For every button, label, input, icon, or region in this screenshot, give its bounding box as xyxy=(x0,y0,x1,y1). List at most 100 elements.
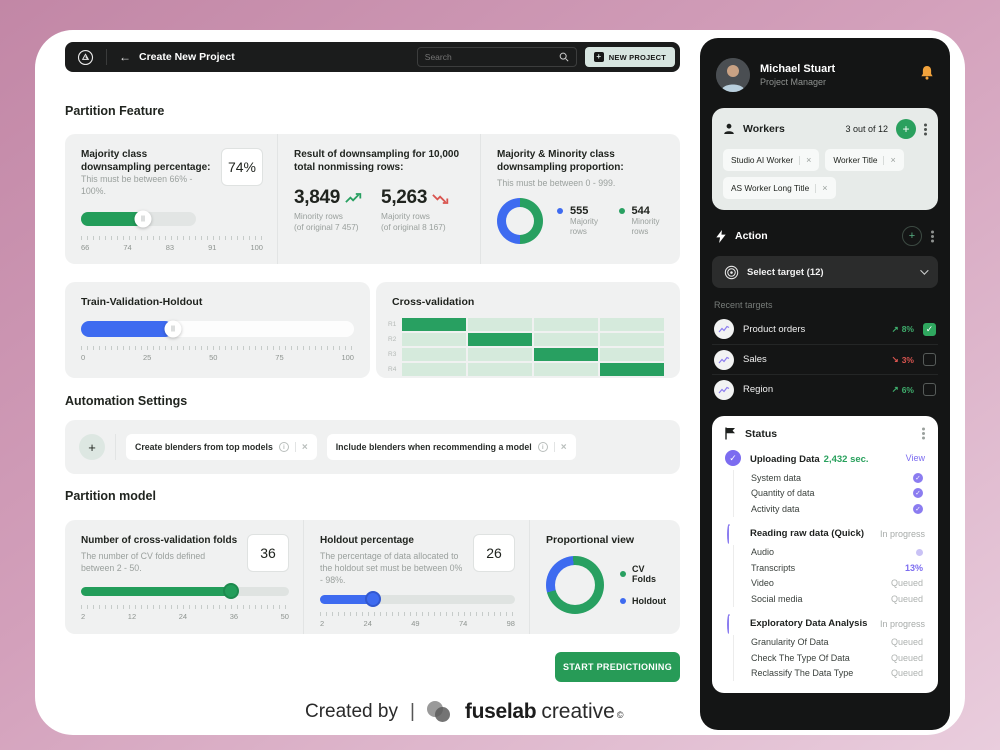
legend-majority: 555 Majority rows xyxy=(557,205,605,236)
chip-label: Include blenders when recommending a mod… xyxy=(335,442,532,452)
holdout-card: Holdout percentage The percentage of dat… xyxy=(303,520,529,634)
person-icon xyxy=(723,123,735,135)
automation-chip[interactable]: Create blenders from top models × xyxy=(126,434,317,460)
workers-count: 3 out of 12 xyxy=(845,124,888,134)
minority-rows-stat: 3,849 Minority rows (of original 7 457) xyxy=(294,187,363,233)
tvh-title: Train-Validation-Holdout xyxy=(81,296,203,308)
search-icon xyxy=(559,52,569,62)
status-group-exploratory: Exploratory Data Analysis In progress Gr… xyxy=(725,613,925,681)
status-item: Reclassify The Data Type Queued xyxy=(751,668,923,679)
created-by-text: Created by xyxy=(305,701,398,722)
divider: | xyxy=(409,701,415,722)
target-row-product-orders[interactable]: Product orders ↗ 8% ✓ xyxy=(712,314,938,344)
trend-down-icon xyxy=(432,193,450,204)
proportion-donut-chart xyxy=(497,197,543,244)
flag-icon xyxy=(725,427,736,440)
tick-labels: 2 24 49 74 98 xyxy=(320,618,515,628)
info-icon[interactable] xyxy=(537,442,548,452)
checkbox-unchecked[interactable] xyxy=(923,353,936,366)
status-item: Check The Type Of Data Queued xyxy=(751,652,923,663)
status-item: Activity data ✓ xyxy=(751,501,923,517)
status-item: Video Queued xyxy=(751,578,923,589)
section-heading-partition-feature: Partition Feature xyxy=(65,104,165,118)
cv-folds-value-input[interactable]: 36 xyxy=(247,534,289,572)
add-worker-button[interactable]: + xyxy=(896,119,916,139)
view-link[interactable]: View xyxy=(905,453,925,463)
tick-marks xyxy=(81,604,289,609)
search-input[interactable] xyxy=(424,52,553,62)
holdout-slider[interactable] xyxy=(320,591,515,608)
slider-handle[interactable] xyxy=(134,210,152,228)
cv-folds-hint: The number of CV folds defined between 2… xyxy=(81,551,206,573)
profile-role: Project Manager xyxy=(760,77,827,87)
status-item: Audio xyxy=(751,545,923,561)
tick-labels: 2 12 24 36 50 xyxy=(81,611,289,621)
automation-panel: + Create blenders from top models × Incl… xyxy=(65,420,680,474)
worker-chip[interactable]: AS Worker Long Title × xyxy=(723,177,836,199)
page-title: Create New Project xyxy=(139,51,235,63)
cv-folds-card: Number of cross-validation folds The num… xyxy=(65,520,303,634)
slider-handle[interactable] xyxy=(223,583,239,600)
tick-marks xyxy=(320,611,515,616)
close-icon[interactable]: × xyxy=(890,155,896,165)
select-target-dropdown[interactable]: Select target (12) xyxy=(712,256,938,288)
proportion-title: Majority & Minority class downsampling p… xyxy=(497,149,624,173)
new-project-button[interactable]: + NEW PROJECT xyxy=(584,47,675,67)
holdout-title: Holdout percentage xyxy=(320,535,414,546)
downsampling-slider[interactable] xyxy=(81,210,196,228)
add-setting-button[interactable]: + xyxy=(79,434,105,460)
target-label: Product orders xyxy=(743,323,806,335)
slider-fill xyxy=(320,594,373,604)
start-predictioning-button[interactable]: START PREDICTIONING xyxy=(555,652,680,682)
checkbox-unchecked[interactable] xyxy=(923,383,936,396)
slider-fill xyxy=(81,320,173,337)
check-circle-icon: ✓ xyxy=(725,450,741,466)
profile-name: Michael Stuart xyxy=(760,63,836,75)
in-progress-label: In progress xyxy=(879,528,925,539)
slider-handle[interactable] xyxy=(164,320,182,338)
status-item: System data ✓ xyxy=(751,470,923,486)
right-sidebar: Michael Stuart Project Manager Workers 3… xyxy=(700,38,950,730)
holdout-value-input[interactable]: 26 xyxy=(473,534,515,572)
downsampling-value-input[interactable]: 74% xyxy=(221,148,263,186)
automation-chip[interactable]: Include blenders when recommending a mod… xyxy=(326,434,576,460)
spinner-icon xyxy=(725,613,741,635)
info-icon[interactable] xyxy=(278,442,289,452)
tvh-slider[interactable] xyxy=(81,320,354,338)
status-menu-icon[interactable] xyxy=(922,432,925,435)
crossval-chart: R1 R2 R3 R4 xyxy=(388,317,664,376)
notification-bell-icon[interactable] xyxy=(920,65,934,85)
add-action-button[interactable]: + xyxy=(902,226,922,246)
search-box[interactable] xyxy=(416,47,577,67)
crossval-title: Cross-validation xyxy=(392,296,475,308)
worker-chip[interactable]: Worker Title × xyxy=(825,149,904,171)
partition-model-panel: Number of cross-validation folds The num… xyxy=(65,520,680,634)
chart-line-icon xyxy=(714,319,734,339)
chart-line-icon xyxy=(714,349,734,370)
cv-folds-slider[interactable] xyxy=(81,583,289,600)
close-icon[interactable]: × xyxy=(560,441,567,453)
target-label: Region xyxy=(743,384,774,395)
select-target-label: Select target (12) xyxy=(747,266,824,278)
spinner-icon xyxy=(725,523,741,545)
close-icon[interactable]: × xyxy=(822,183,828,193)
workers-menu-icon[interactable] xyxy=(924,127,927,131)
close-icon[interactable]: × xyxy=(806,155,812,165)
checkbox-checked[interactable]: ✓ xyxy=(923,322,936,336)
check-circle-icon: ✓ xyxy=(913,488,923,499)
slider-handle[interactable] xyxy=(365,591,381,608)
check-circle-icon: ✓ xyxy=(913,472,923,483)
back-button[interactable]: ← xyxy=(119,50,131,64)
legend-cv-folds: CV Folds xyxy=(620,564,666,584)
majority-value: 5,263 xyxy=(381,187,428,208)
close-icon[interactable]: × xyxy=(301,441,308,453)
target-row-sales[interactable]: Sales ↘ 3% xyxy=(712,344,938,374)
action-menu-icon[interactable] xyxy=(931,234,934,238)
avatar[interactable] xyxy=(716,58,750,92)
target-row-region[interactable]: Region ↗ 6% xyxy=(712,374,938,404)
slider-fill xyxy=(81,586,231,596)
brand-logo-icon xyxy=(77,49,94,66)
worker-chip[interactable]: Studio AI Worker × xyxy=(723,149,820,171)
tick-marks xyxy=(81,345,354,350)
status-group-uploading: ✓ Uploading Data 2,432 sec. View System d… xyxy=(725,449,925,517)
